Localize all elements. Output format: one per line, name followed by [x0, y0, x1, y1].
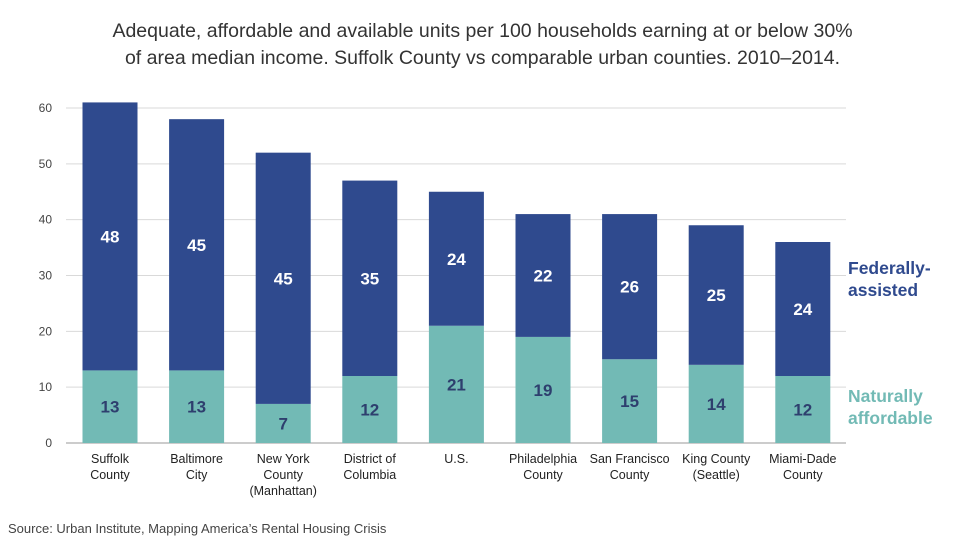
chart-title: Adequate, affordable and available units… — [40, 18, 925, 72]
category-label: Suffolk County — [90, 452, 130, 482]
value-label: 7 — [278, 414, 287, 433]
category-label: U.S. — [444, 452, 468, 466]
value-label: 13 — [187, 398, 206, 417]
value-label: 22 — [534, 267, 553, 286]
bars — [82, 102, 831, 443]
bar-segment-naturally-affordable — [602, 359, 658, 443]
category-label: King County (Seattle) — [682, 452, 751, 482]
legend: Naturally affordable Federally-assisted — [848, 258, 933, 428]
y-tick-label: 60 — [39, 101, 53, 115]
y-tick-label: 20 — [39, 324, 53, 338]
bar-segment-naturally-affordable — [342, 376, 398, 443]
value-label: 26 — [620, 278, 639, 297]
y-axis-ticks: 0 10 20 30 40 50 60 — [39, 101, 53, 450]
bar-segment-naturally-affordable — [775, 376, 831, 443]
bar-segment-naturally-affordable — [428, 325, 484, 443]
value-label: 35 — [360, 269, 379, 288]
bar-segment-federally-assisted — [515, 214, 571, 337]
legend-naturally-affordable: Naturally affordable — [848, 386, 933, 428]
bar-segment-federally-assisted — [428, 191, 484, 326]
category-label: New York County (Manhattan) — [249, 452, 316, 498]
value-label: 45 — [187, 236, 206, 255]
bar-segment-naturally-affordable — [169, 370, 225, 443]
bar-segment-federally-assisted — [255, 152, 311, 404]
value-labels: 13 48 13 45 7 45 12 35 21 24 19 22 15 26 14 25 12 24 — [101, 227, 813, 433]
category-label: District of Columbia — [343, 452, 396, 482]
bar-segment-naturally-affordable — [688, 364, 744, 443]
bar-segment-federally-assisted — [82, 102, 138, 371]
value-label: 21 — [447, 375, 466, 394]
category-label: Philadelphia County — [509, 452, 577, 482]
value-label: 48 — [101, 227, 120, 246]
bar-segment-federally-assisted — [169, 119, 225, 371]
y-tick-label: 0 — [45, 436, 52, 450]
y-tick-label: 10 — [39, 380, 53, 394]
value-label: 19 — [534, 381, 553, 400]
bar-segment-naturally-affordable — [515, 336, 571, 443]
value-label: 13 — [101, 398, 120, 417]
bar-segment-naturally-affordable — [82, 370, 138, 443]
bar-segment-federally-assisted — [775, 242, 831, 376]
y-tick-label: 50 — [39, 157, 53, 171]
source-note: Source: Urban Institute, Mapping America… — [8, 521, 387, 536]
category-label: Baltimore City — [170, 452, 223, 482]
value-label: 24 — [793, 300, 812, 319]
value-label: 45 — [274, 269, 293, 288]
chart-title-line-1: Adequate, affordable and available units… — [112, 20, 853, 42]
y-tick-label: 40 — [39, 213, 53, 227]
bar-segment-naturally-affordable — [255, 403, 311, 443]
bar-segment-federally-assisted — [602, 214, 658, 360]
value-label: 15 — [620, 392, 639, 411]
value-label: 24 — [447, 250, 466, 269]
bar-segment-federally-assisted — [342, 180, 398, 376]
bar-segment-federally-assisted — [688, 225, 744, 365]
value-label: 12 — [360, 401, 379, 420]
value-label: 12 — [793, 401, 812, 420]
category-label: San Francisco County — [590, 452, 670, 482]
value-label: 14 — [707, 395, 726, 414]
category-label: Miami-Dade County — [769, 452, 836, 482]
chart-title-line-2: of area median income. Suffolk County vs… — [124, 47, 841, 69]
value-label: 25 — [707, 286, 726, 305]
y-tick-label: 30 — [39, 269, 53, 283]
category-labels: Suffolk County Baltimore City New York County… — [90, 452, 836, 498]
legend-federally-assisted: Federally-assisted — [848, 258, 931, 300]
